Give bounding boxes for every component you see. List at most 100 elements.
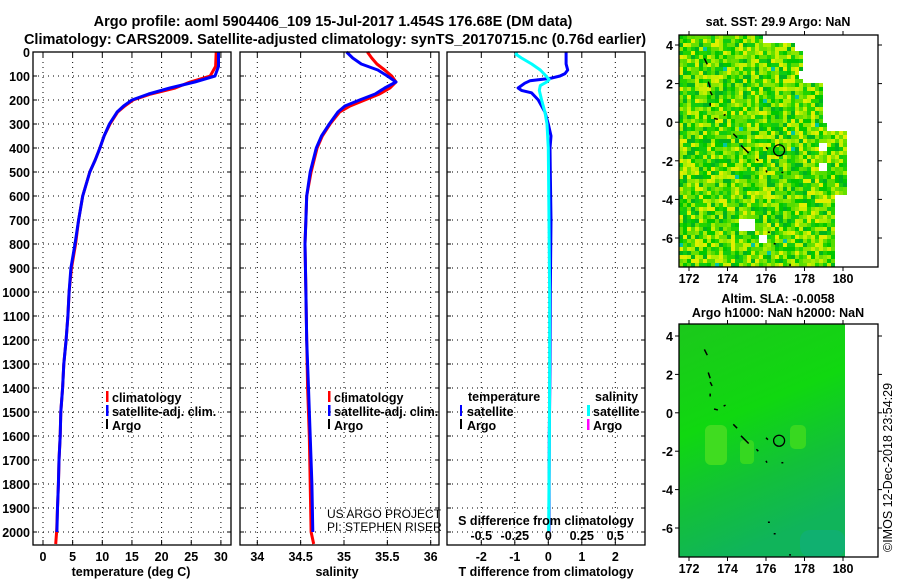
sst-cell — [679, 135, 683, 139]
sst-cell — [783, 99, 787, 103]
sst-cell — [759, 127, 763, 131]
sst-cell — [819, 123, 823, 127]
sst-cell — [699, 67, 703, 71]
sst-cell — [739, 83, 743, 87]
sst-cell — [791, 231, 795, 235]
sst-cell — [707, 103, 711, 107]
sst-cell — [771, 79, 775, 83]
sst-cell — [767, 215, 771, 219]
sst-cell — [695, 239, 699, 243]
sst-cell — [703, 247, 707, 251]
sst-cell — [747, 83, 751, 87]
sst-cell — [799, 243, 803, 247]
sst-cell — [707, 179, 711, 183]
sst-cell — [683, 179, 687, 183]
sst-cell — [775, 231, 779, 235]
sst-cell — [707, 247, 711, 251]
temperature-panel: 0 5 10 15 20 25 300100200300400500600700800900… — [2, 46, 232, 564]
sst-cell — [687, 183, 691, 187]
sst-cell — [795, 127, 799, 131]
sst-cell — [703, 255, 707, 259]
sst-cell — [775, 111, 779, 115]
sst-cell — [691, 67, 695, 71]
series-line-climatology — [54, 51, 218, 545]
sst-cell — [823, 187, 827, 191]
sst-cell — [735, 155, 739, 159]
sst-cell — [719, 147, 723, 151]
sst-cell — [695, 223, 699, 227]
sst-cell — [743, 63, 747, 67]
sst-cell — [815, 199, 819, 203]
sst-cell — [795, 67, 799, 71]
sst-cell — [795, 219, 799, 223]
sst-cell — [835, 147, 839, 151]
lon-tick-label: 178 — [794, 272, 815, 286]
difference-panel: -2 -1 0 1 2-0.5 -0.25 0 0.25 0.5 — [446, 51, 646, 564]
sst-cell — [819, 159, 823, 163]
sst-cell — [843, 155, 847, 159]
sst-cell — [771, 231, 775, 235]
sst-cell — [779, 159, 783, 163]
sst-cell — [735, 147, 739, 151]
sst-cell — [715, 71, 719, 75]
sst-cell — [759, 215, 763, 219]
sst-cell — [803, 199, 807, 203]
sst-cell — [767, 199, 771, 203]
sst-cell — [775, 235, 779, 239]
sst-cell — [819, 115, 823, 119]
sst-cell — [755, 35, 759, 39]
sst-cell — [771, 135, 775, 139]
series-line-temperature-satellite — [516, 52, 570, 533]
sst-cell — [767, 207, 771, 211]
sst-cell — [759, 147, 763, 151]
sst-cell — [755, 155, 759, 159]
sst-cell — [711, 111, 715, 115]
sst-cell — [679, 63, 683, 67]
sst-cell — [811, 95, 815, 99]
sst-cell — [751, 183, 755, 187]
sst-cell — [819, 191, 823, 195]
sst-cell — [819, 179, 823, 183]
sst-cell — [787, 215, 791, 219]
sst-cell — [707, 79, 711, 83]
sst-cell — [759, 195, 763, 199]
sst-cell — [823, 171, 827, 175]
sst-cell — [791, 171, 795, 175]
sst-cell — [827, 203, 831, 207]
sst-cell — [699, 191, 703, 195]
sst-cell — [763, 115, 767, 119]
sst-cell — [775, 75, 779, 79]
sst-cell — [691, 259, 695, 263]
sst-cell — [787, 219, 791, 223]
sst-cell — [779, 119, 783, 123]
sst-cell — [739, 123, 743, 127]
sst-cell — [719, 171, 723, 175]
sst-cell — [699, 35, 703, 39]
sst-cell — [783, 91, 787, 95]
sst-cell — [711, 79, 715, 83]
difference-legend: temperature satellite Argo salinity sate… — [460, 390, 640, 433]
sst-cell — [747, 187, 751, 191]
sst-cell — [715, 199, 719, 203]
sst-cell — [695, 255, 699, 259]
sst-cell — [787, 119, 791, 123]
sst-cell — [771, 239, 775, 243]
sst-cell — [763, 59, 767, 63]
sst-cell — [807, 107, 811, 111]
salinity-legend: climatology satellite-adj. clim. Argo — [328, 391, 438, 433]
sst-cell — [707, 123, 711, 127]
sst-cell — [691, 115, 695, 119]
island-coastline — [765, 146, 769, 150]
sst-cell — [795, 99, 799, 103]
sst-cell — [807, 199, 811, 203]
sst-cell — [719, 63, 723, 67]
sst-cell — [795, 159, 799, 163]
sst-cell — [691, 219, 695, 223]
sst-cell — [747, 135, 751, 139]
sst-cell — [711, 203, 715, 207]
sst-cell — [771, 59, 775, 63]
sst-cell — [779, 199, 783, 203]
sst-cell — [779, 259, 783, 263]
sst-cell — [835, 155, 839, 159]
